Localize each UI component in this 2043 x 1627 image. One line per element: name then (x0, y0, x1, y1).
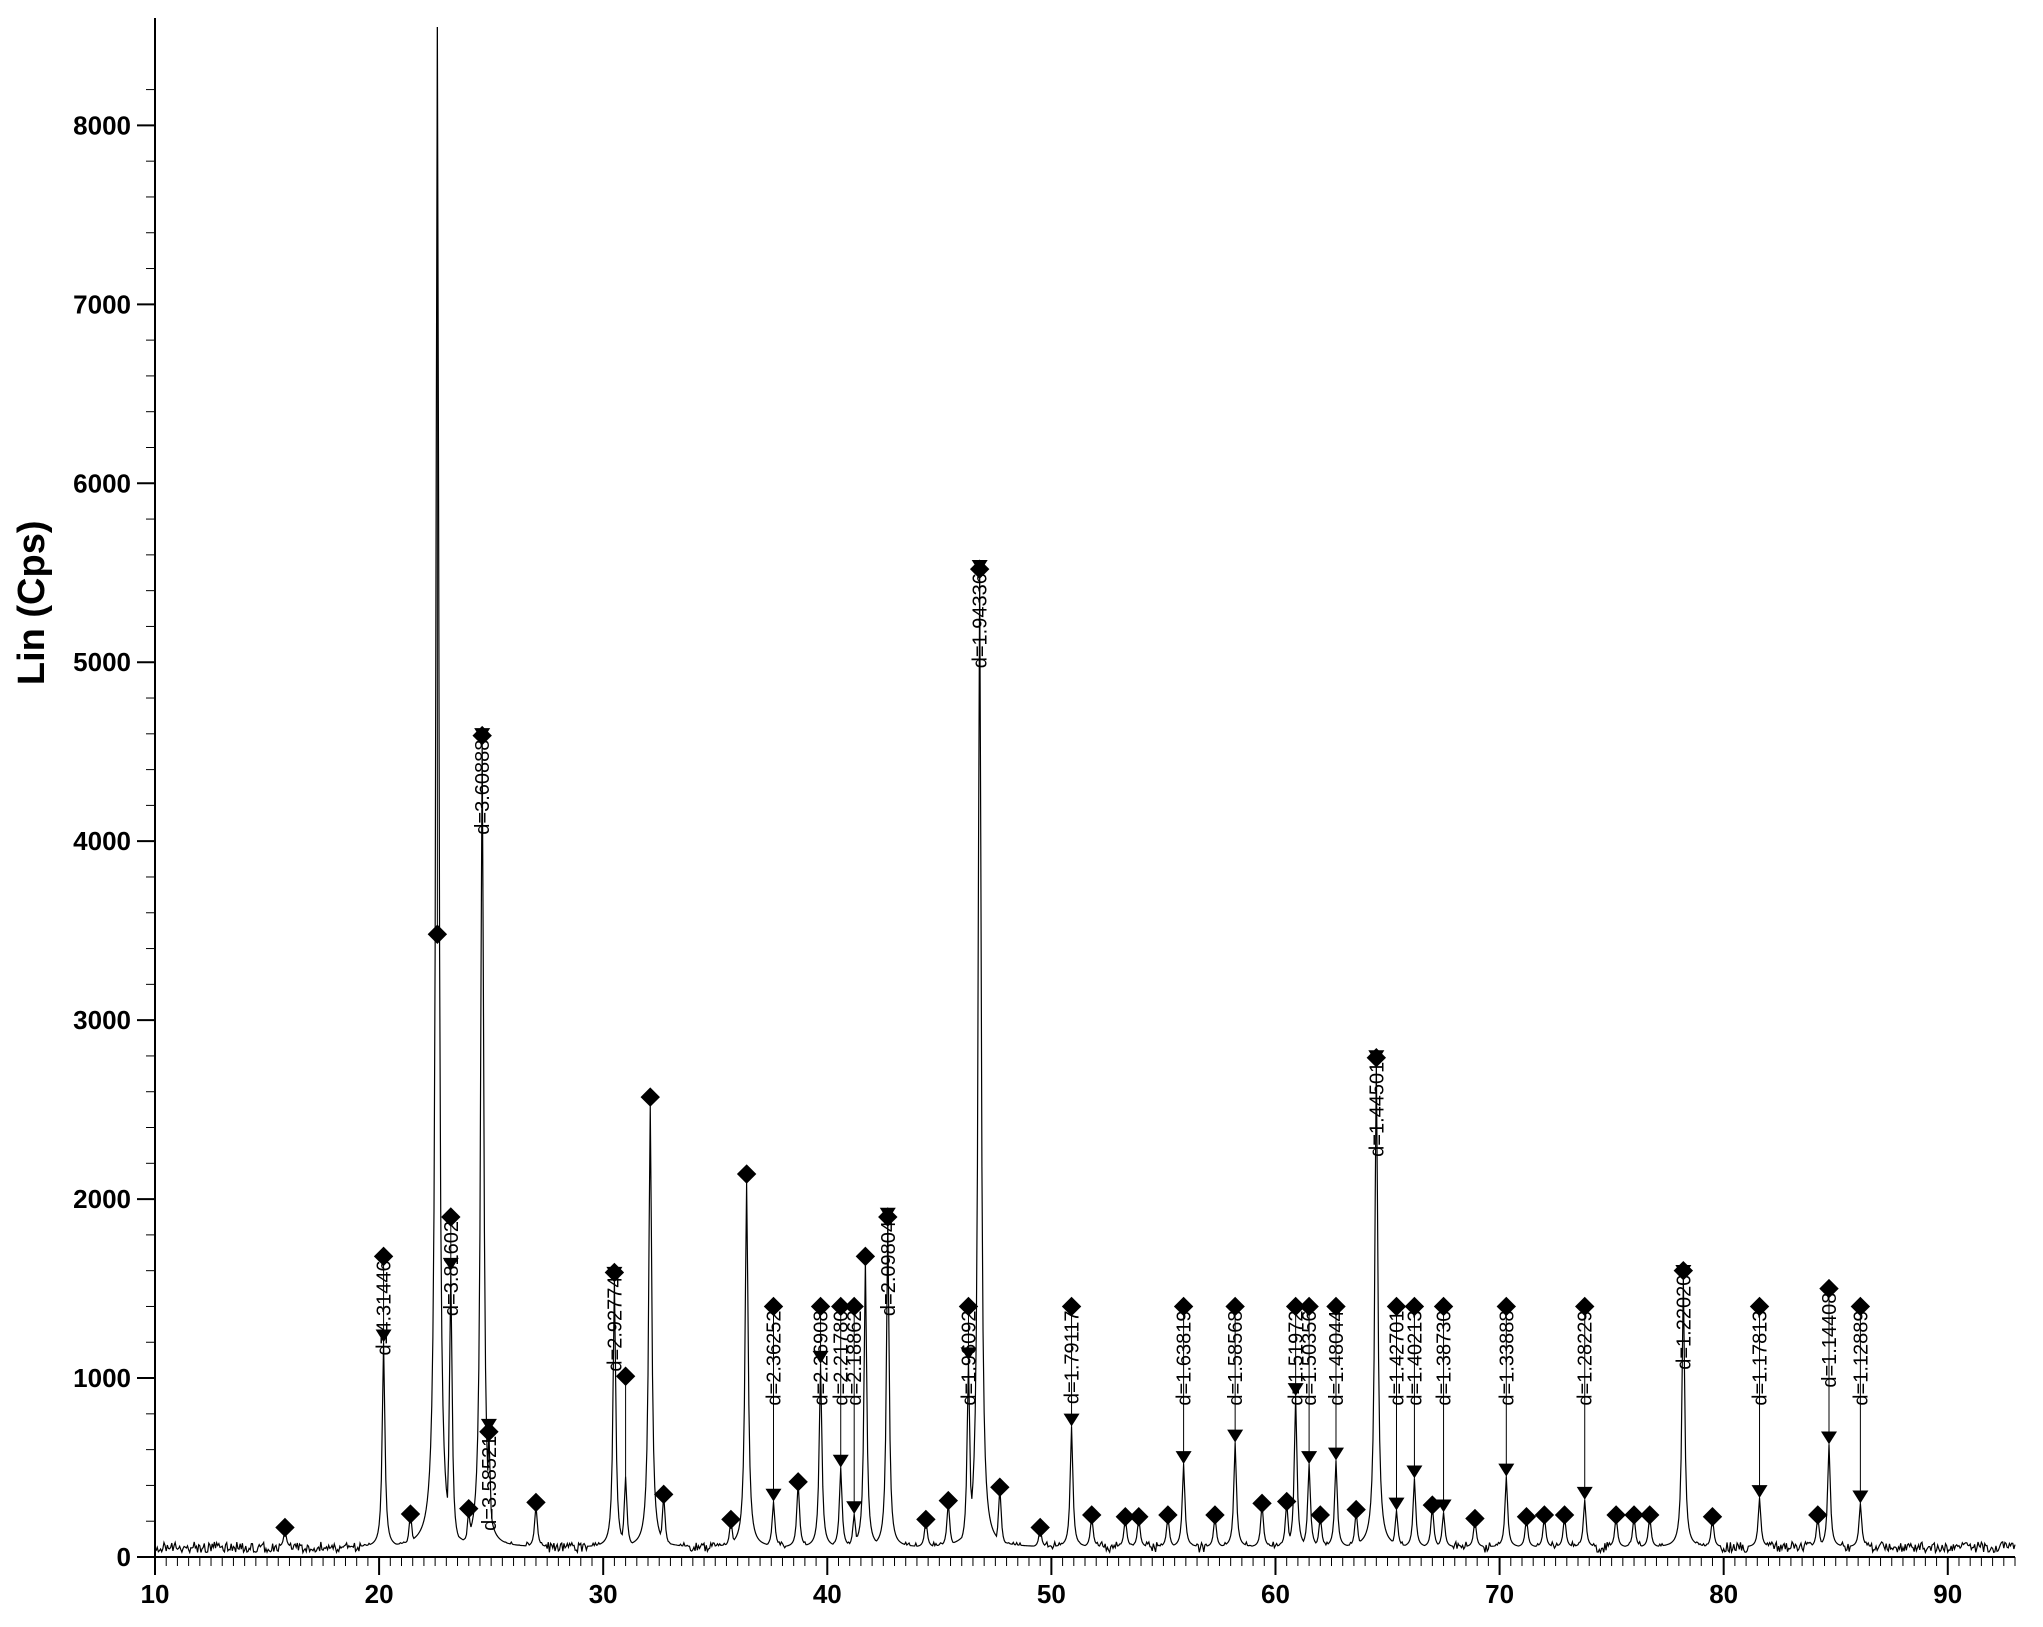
svg-text:d=1.38730: d=1.38730 (1434, 1310, 1456, 1405)
svg-text:d=1.40213: d=1.40213 (1404, 1310, 1426, 1405)
svg-text:0: 0 (117, 1542, 131, 1572)
chart-svg: 0 1000 2000 3000 4000 5000 6000 7000 8000 10 20 30 4… (0, 0, 2043, 1627)
svg-text:d=1.96092: d=1.96092 (958, 1310, 980, 1405)
svg-text:d=1.48044: d=1.48044 (1326, 1310, 1348, 1405)
svg-text:d=1.14408: d=1.14408 (1819, 1293, 1841, 1388)
svg-text:d=1.63819: d=1.63819 (1174, 1310, 1196, 1405)
svg-text:30: 30 (589, 1579, 618, 1609)
svg-text:90: 90 (1933, 1579, 1962, 1609)
svg-text:d=2.26908: d=2.26908 (811, 1310, 833, 1405)
svg-text:50: 50 (1037, 1579, 1066, 1609)
svg-text:2000: 2000 (73, 1184, 131, 1214)
svg-text:d=4.31446: d=4.31446 (374, 1260, 396, 1355)
svg-text:40: 40 (813, 1579, 842, 1609)
svg-text:8000: 8000 (73, 110, 131, 140)
svg-text:10: 10 (141, 1579, 170, 1609)
svg-text:7000: 7000 (73, 289, 131, 319)
svg-text:d=1.44501: d=1.44501 (1366, 1062, 1388, 1157)
svg-text:d=1.22020: d=1.22020 (1673, 1275, 1695, 1370)
svg-text:d=1.33888: d=1.33888 (1496, 1310, 1518, 1405)
svg-text:d=2.18862: d=2.18862 (844, 1310, 866, 1405)
svg-text:d=1.58568: d=1.58568 (1225, 1310, 1247, 1405)
svg-text:d=1.79117: d=1.79117 (1062, 1310, 1084, 1404)
svg-text:70: 70 (1485, 1579, 1514, 1609)
svg-text:20: 20 (365, 1579, 394, 1609)
svg-text:d=2.09804: d=2.09804 (878, 1221, 900, 1316)
svg-text:d=1.94336: d=1.94336 (970, 573, 992, 668)
svg-text:d=1.28229: d=1.28229 (1575, 1310, 1597, 1405)
svg-text:80: 80 (1709, 1579, 1738, 1609)
svg-text:Lin (Cps): Lin (Cps) (11, 520, 53, 685)
svg-text:d=3.60888: d=3.60888 (472, 740, 494, 835)
xrd-chart: 0 1000 2000 3000 4000 5000 6000 7000 8000 10 20 30 4… (0, 0, 2043, 1627)
svg-text:5000: 5000 (73, 647, 131, 677)
svg-text:d=2.92774: d=2.92774 (604, 1276, 626, 1371)
svg-text:1000: 1000 (73, 1363, 131, 1393)
svg-text:d=1.50356: d=1.50356 (1299, 1310, 1321, 1405)
svg-text:3000: 3000 (73, 1005, 131, 1035)
svg-text:d=2.36252: d=2.36252 (764, 1310, 786, 1405)
svg-text:d=1.12889: d=1.12889 (1850, 1310, 1872, 1405)
svg-text:4000: 4000 (73, 826, 131, 856)
svg-text:d=3.81602: d=3.81602 (441, 1221, 463, 1316)
svg-text:6000: 6000 (73, 468, 131, 498)
svg-text:60: 60 (1261, 1579, 1290, 1609)
svg-text:d=3.58521: d=3.58521 (479, 1436, 501, 1531)
svg-text:d=1.17813: d=1.17813 (1750, 1310, 1772, 1405)
